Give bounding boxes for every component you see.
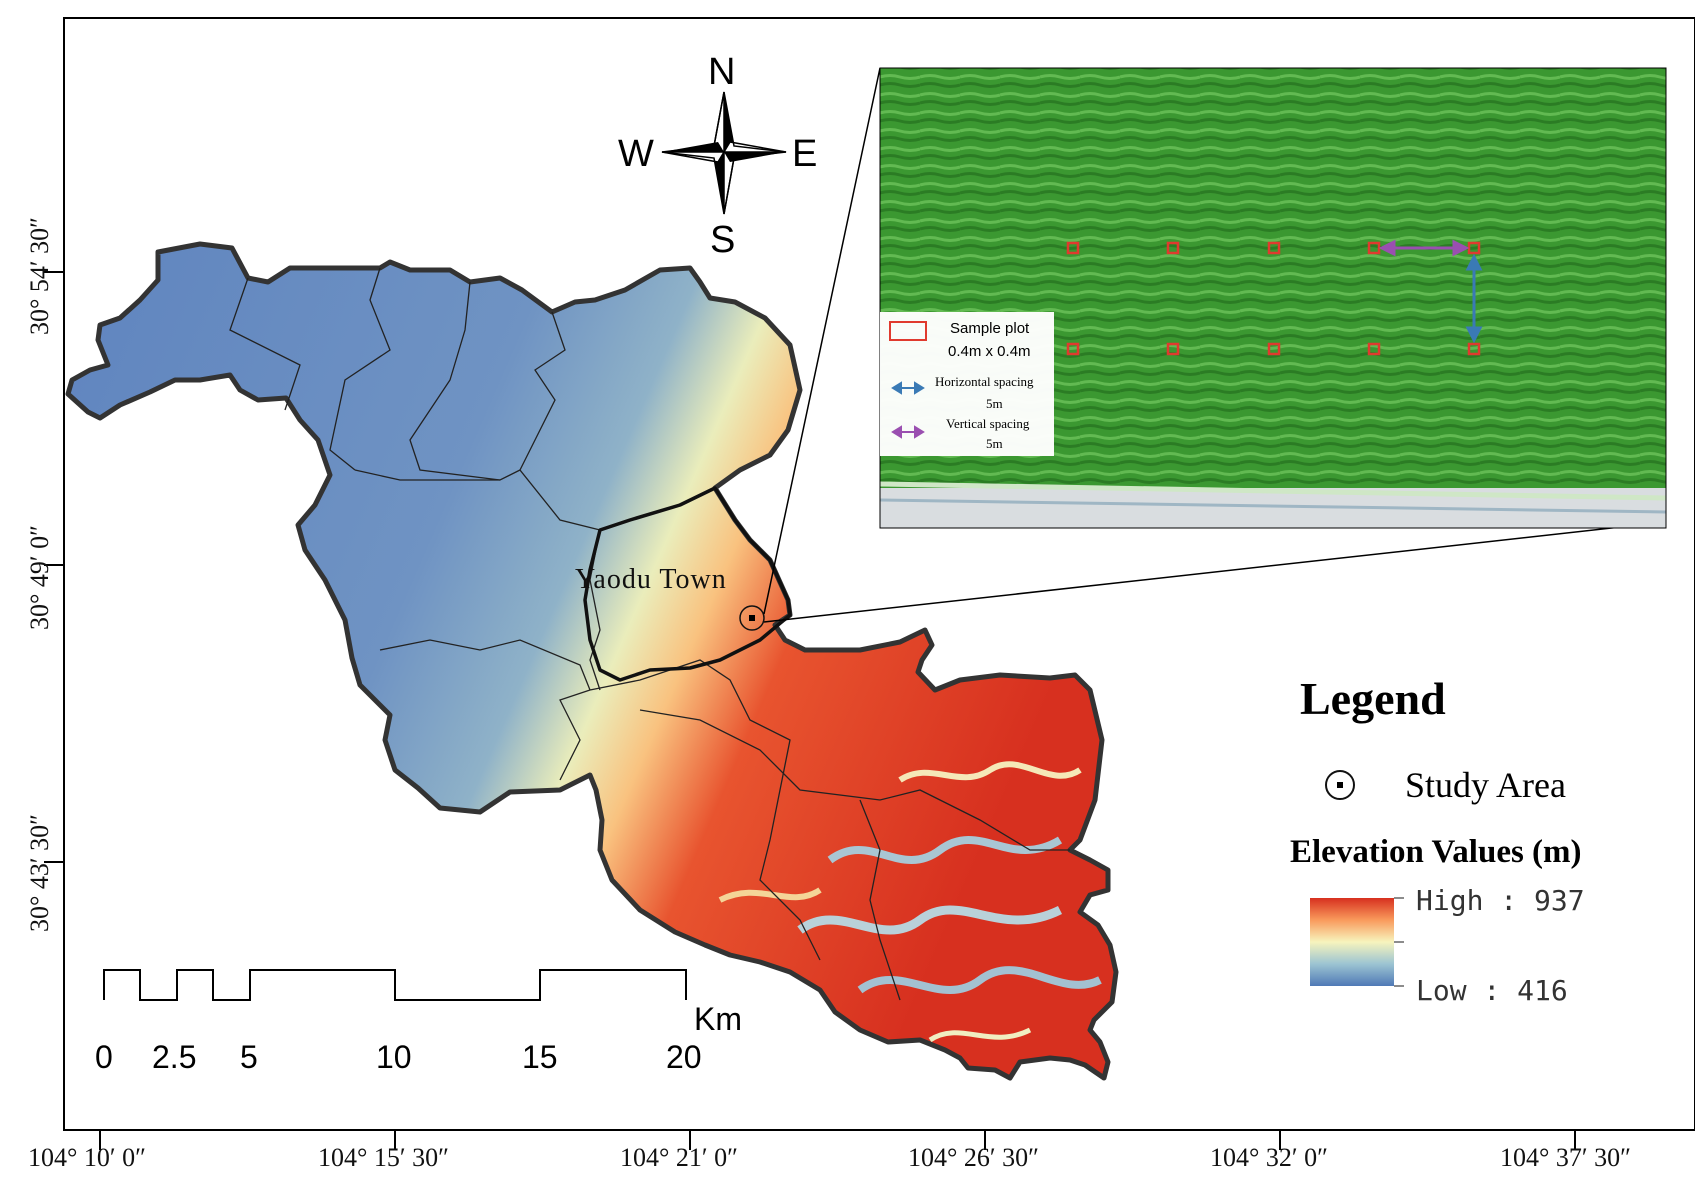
horizontal-spacing-value: 5m	[986, 396, 1003, 411]
sample-plot-label: Sample plot	[950, 320, 1030, 337]
study-area-marker	[739, 605, 765, 631]
sample-plot-swatch	[889, 321, 927, 341]
yaodu-town-boundary	[583, 486, 792, 682]
latitude-label-3: 30° 43′ 30″	[25, 814, 54, 932]
inset-callout-lines	[763, 67, 1667, 623]
legend-study-area: Study Area	[1405, 765, 1566, 805]
legend-high-label: High : 937	[1416, 884, 1585, 917]
study-area-icon	[1325, 770, 1355, 800]
legend: Legend Study Area Elevation Values (m) H…	[1290, 673, 1585, 1007]
latitude-ticks	[44, 271, 64, 863]
scale-unit: Km	[694, 1001, 742, 1037]
map-frame	[63, 17, 1695, 1131]
township-boundaries	[229, 267, 1070, 1001]
vertical-spacing-value: 5m	[986, 436, 1003, 451]
compass-east: E	[792, 133, 817, 175]
scale-label-5: 5	[240, 1039, 258, 1075]
longitude-label-4: 104° 26′ 30″	[908, 1143, 1039, 1172]
scale-label-2-5: 2.5	[152, 1039, 196, 1075]
elevation-ridges	[718, 761, 1102, 1043]
scale-label-10: 10	[376, 1039, 412, 1075]
horizontal-spacing-label: Horizontal spacing	[935, 374, 1034, 389]
inset-key: Sample plot 0.4m x 0.4m Horizontal spaci…	[880, 312, 1054, 456]
latitude-label-1: 30° 54′ 30″	[25, 217, 54, 335]
compass-north: N	[708, 51, 735, 93]
latitude-label-2: 30° 49′ 0″	[25, 525, 54, 630]
horizontal-key-arrow-icon	[891, 381, 925, 395]
scale-label-0: 0	[95, 1039, 113, 1075]
longitude-label-3: 104° 21′ 0″	[620, 1143, 738, 1172]
town-label: Yaodu Town	[575, 564, 727, 595]
legend-title: Legend	[1300, 673, 1446, 724]
vertical-spacing-label: Vertical spacing	[946, 416, 1030, 431]
legend-low-label: Low : 416	[1416, 974, 1568, 1007]
sample-plot-size: 0.4m x 0.4m	[948, 343, 1031, 360]
longitude-ticks	[99, 1130, 1576, 1150]
scale-bar	[103, 969, 687, 1001]
longitude-label-1: 104° 10′ 0″	[28, 1143, 146, 1172]
compass-rose: N S E W	[618, 51, 817, 261]
horizontal-spacing-arrow	[1465, 253, 1483, 344]
elevation-color-ramp	[1310, 898, 1394, 986]
inset-aerial-photo: Sample plot 0.4m x 0.4m Horizontal spaci…	[879, 67, 1667, 529]
scale-label-20: 20	[666, 1039, 702, 1075]
vertical-key-arrow-icon	[891, 425, 925, 439]
legend-elevation-title: Elevation Values (m)	[1290, 834, 1582, 870]
scale-label-15: 15	[522, 1039, 558, 1075]
longitude-label-2: 104° 15′ 30″	[318, 1143, 449, 1172]
compass-south: S	[710, 219, 735, 261]
compass-west: W	[618, 133, 654, 175]
longitude-label-5: 104° 32′ 0″	[1210, 1143, 1328, 1172]
longitude-label-6: 104° 37′ 30″	[1500, 1143, 1631, 1172]
vertical-spacing-arrow	[1378, 239, 1470, 257]
